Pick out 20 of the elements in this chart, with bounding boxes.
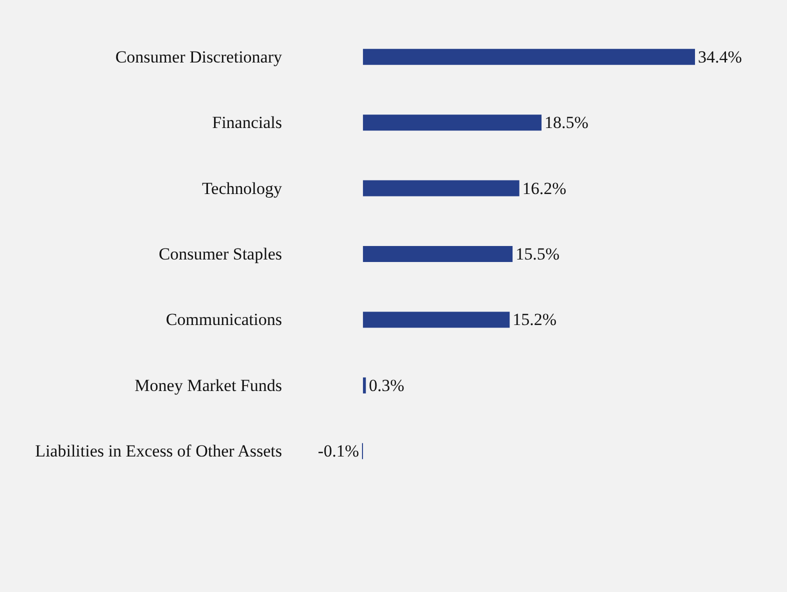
bar bbox=[362, 180, 520, 196]
bar bbox=[362, 114, 542, 131]
data-label: 15.2% bbox=[512, 310, 557, 330]
bar bbox=[362, 246, 513, 262]
data-label: 34.4% bbox=[698, 47, 742, 66]
data-label: 16.2% bbox=[522, 178, 566, 198]
y-tick-label: Liabilities in Excess of Other Assets bbox=[35, 442, 282, 461]
y-tick-label: Technology bbox=[202, 178, 282, 198]
y-tick-label: Money Market Funds bbox=[134, 376, 282, 395]
y-tick-label: Financials bbox=[212, 113, 282, 132]
data-label: 0.3% bbox=[368, 376, 404, 395]
bar bbox=[362, 312, 510, 328]
y-tick-label: Communications bbox=[166, 310, 282, 330]
y-tick-label: Consumer Discretionary bbox=[115, 47, 282, 66]
data-label: 15.5% bbox=[516, 244, 560, 264]
data-label: -0.1% bbox=[318, 442, 359, 461]
y-tick-label: Consumer Staples bbox=[158, 244, 282, 264]
bar bbox=[362, 48, 695, 65]
bar bbox=[362, 377, 366, 394]
data-label: 18.5% bbox=[544, 113, 588, 132]
